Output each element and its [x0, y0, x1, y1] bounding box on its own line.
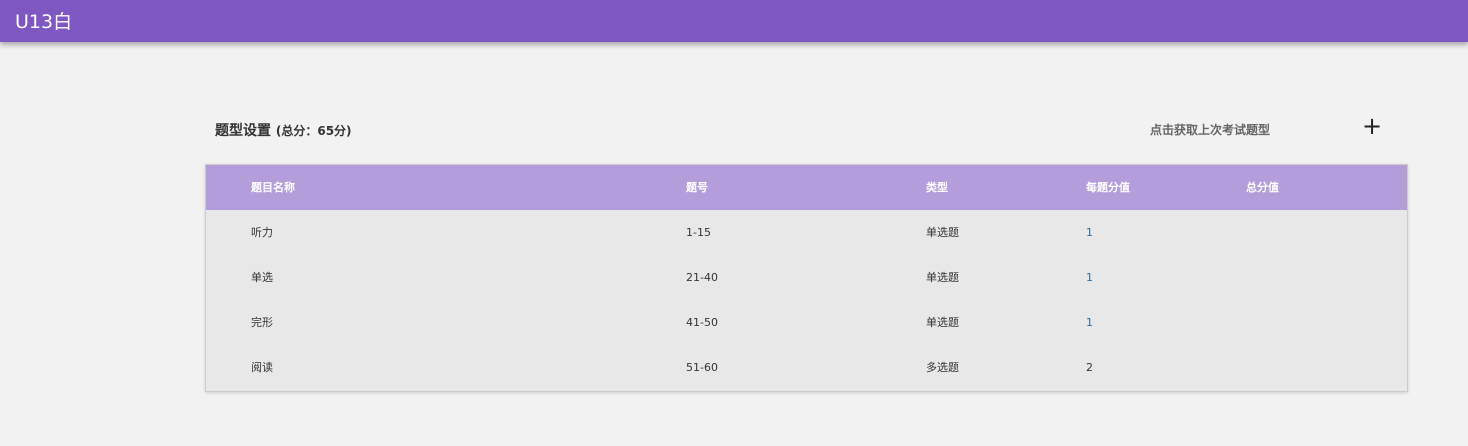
cell-range: 41-50	[686, 316, 718, 329]
table-row[interactable]: 阅读 51-60 多选题 2	[206, 345, 1407, 390]
cell-type: 多选题	[926, 361, 959, 374]
cell-range: 51-60	[686, 361, 718, 374]
top-bar: U13白	[0, 0, 1468, 42]
cell-name: 听力	[251, 226, 273, 239]
column-header: 每题分值	[1086, 181, 1130, 194]
cell-type: 单选题	[926, 226, 959, 239]
question-type-table: 题目名称 题号 类型 每题分值 总分值 听力 1-15 单选题 1 单选 21-…	[205, 164, 1408, 392]
cell-range: 21-40	[686, 271, 718, 284]
column-header: 总分值	[1246, 181, 1279, 194]
cell-score[interactable]: 2	[1086, 361, 1093, 374]
cell-score[interactable]: 1	[1086, 226, 1093, 239]
column-header: 类型	[926, 181, 948, 194]
cell-score[interactable]: 1	[1086, 271, 1093, 284]
cell-type: 单选题	[926, 271, 959, 284]
total-score: (总分：65分)	[275, 124, 352, 138]
column-header: 题号	[686, 181, 708, 194]
table-row[interactable]: 听力 1-15 单选题 1	[206, 210, 1407, 255]
plus-icon[interactable]: +	[1362, 112, 1383, 140]
section-title: 题型设置	[215, 123, 271, 139]
column-header: 题目名称	[251, 181, 295, 194]
fetch-last-exam-button[interactable]: 点击获取上次考试题型	[1150, 123, 1271, 137]
table-row[interactable]: 单选 21-40 单选题 1	[206, 255, 1407, 300]
table-row[interactable]: 完形 41-50 单选题 1	[206, 300, 1407, 345]
cell-score[interactable]: 1	[1086, 316, 1093, 329]
cell-name: 完形	[251, 316, 273, 329]
cell-name: 单选	[251, 271, 273, 284]
page-title: 题型设置 (总分：65分)	[215, 120, 352, 140]
app-title: U13白	[15, 11, 73, 33]
cell-range: 1-15	[686, 226, 711, 239]
table-header: 题目名称 题号 类型 每题分值 总分值	[206, 165, 1407, 210]
cell-name: 阅读	[251, 361, 273, 374]
cell-type: 单选题	[926, 316, 959, 329]
